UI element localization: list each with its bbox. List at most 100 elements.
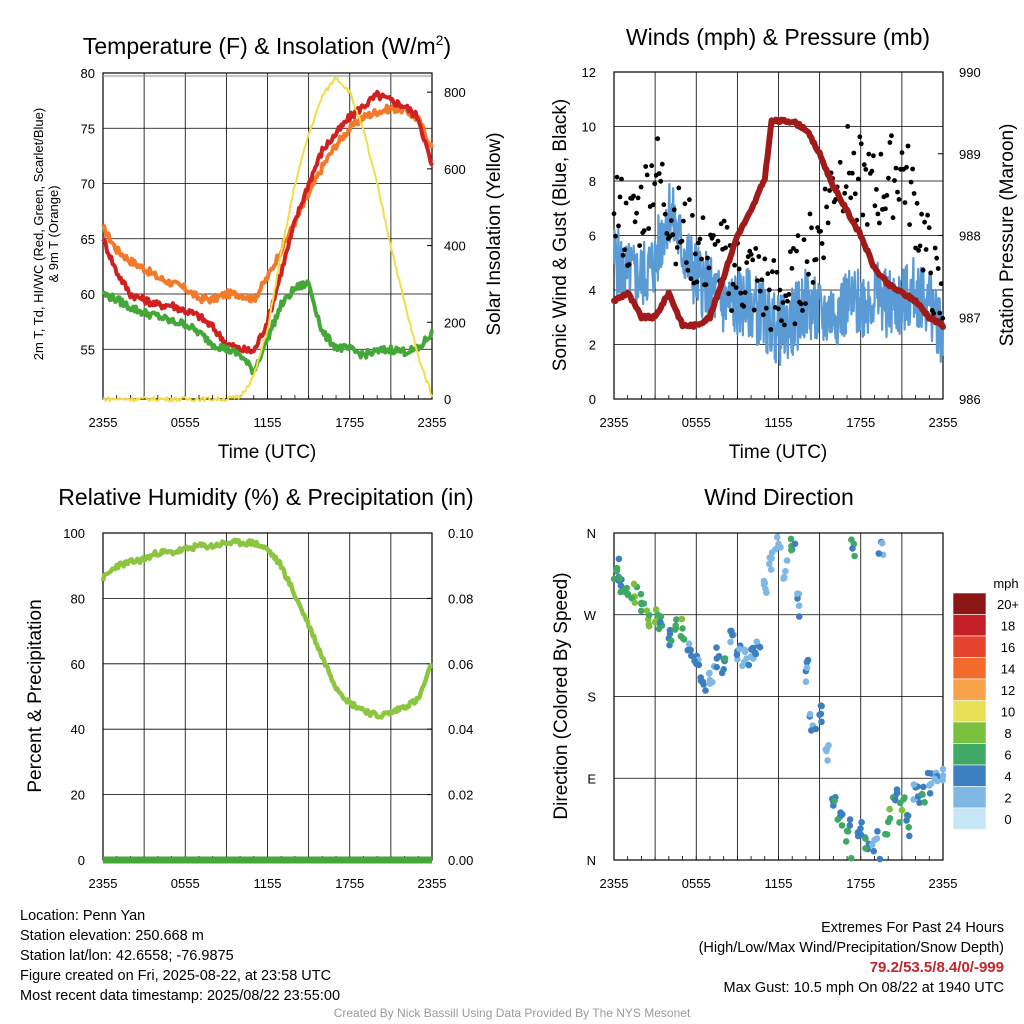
gust-point (893, 165, 899, 171)
direction-point (927, 780, 935, 787)
gust-point (641, 228, 647, 234)
gust-point (688, 276, 694, 282)
dir-xtick-label: 2355 (929, 876, 958, 891)
legend-label: 12 (1001, 683, 1015, 698)
gust-point (860, 212, 866, 218)
direction-point (926, 790, 934, 797)
direction-point (794, 590, 801, 597)
gust-point (917, 243, 923, 249)
wind-xtick-label: 1155 (765, 415, 793, 430)
direction-point (916, 799, 923, 806)
wind-xtick-label: 2355 (600, 415, 629, 430)
gust-point (705, 255, 710, 261)
extremes-values: 79.2/53.5/8.4/0/-999 (869, 959, 1004, 976)
gust-point (857, 134, 863, 140)
gust-point (795, 233, 801, 239)
insolation-series (102, 76, 433, 403)
gust-point (715, 238, 721, 244)
temp-y2tick-label: 800 (444, 85, 466, 100)
temp-y2tick-label: 600 (444, 162, 466, 177)
direction-point (812, 725, 820, 733)
direction-title: Wind Direction (704, 484, 854, 510)
gust-point (687, 197, 692, 203)
legend-label: 10 (1001, 705, 1015, 720)
wind-xlabel: Time (UTC) (729, 442, 828, 463)
temp-9m-series (101, 103, 434, 305)
gust-point (694, 279, 700, 285)
extremes-title: Extremes For Past 24 Hours (821, 920, 1004, 936)
wind-ylabel-right: Station Pressure (Maroon) (997, 124, 1018, 347)
gust-point (908, 179, 914, 185)
direction-point (679, 625, 686, 632)
gust-point (878, 151, 884, 157)
gust-point (724, 224, 730, 230)
gust-point (656, 171, 662, 176)
gust-point (819, 241, 825, 246)
temperature-xlabel: Time (UTC) (218, 442, 317, 463)
direction-point (713, 663, 720, 671)
direction-point (873, 835, 881, 842)
gust-point (703, 282, 709, 288)
gust-point (780, 300, 786, 305)
gust-point (782, 322, 787, 328)
wind-xtick-label: 2355 (929, 415, 958, 430)
gust-point (788, 249, 793, 255)
gust-point (920, 267, 926, 273)
gust-point (736, 266, 742, 272)
legend-label: 0 (1004, 812, 1011, 827)
legend-swatch (952, 786, 987, 809)
gust-point (935, 266, 941, 271)
gust-point (804, 259, 810, 265)
direction-point (875, 550, 883, 557)
direction-point (846, 822, 854, 829)
gust-point (887, 140, 893, 145)
direction-point (739, 662, 746, 670)
gust-point (662, 211, 668, 217)
rh-xtick-label: 1155 (254, 876, 282, 891)
direction-point (874, 828, 881, 835)
direction-point (892, 796, 899, 804)
direction-point (788, 546, 795, 554)
gust-point (803, 301, 808, 306)
gust-point (753, 246, 759, 251)
gust-point (676, 185, 682, 191)
direction-point (896, 819, 903, 826)
gust-point (934, 255, 940, 261)
gust-point (623, 200, 629, 206)
gust-point (690, 213, 695, 218)
gust-point (738, 290, 744, 296)
temp-xtick-label: 1155 (254, 415, 282, 430)
gust-point (693, 251, 698, 257)
rh-xtick-label: 2355 (89, 876, 118, 891)
gust-point (866, 151, 872, 157)
gust-point (843, 184, 849, 190)
legend-swatch (952, 743, 987, 766)
gust-point (638, 184, 644, 190)
location-text: Location: Penn Yan (20, 908, 146, 924)
direction-point (931, 775, 939, 783)
rh-ytick-label: 0 (78, 853, 85, 868)
wind-ytick-label: 8 (589, 174, 596, 189)
legend-label: 18 (1001, 619, 1015, 634)
gust-point (821, 255, 826, 261)
direction-point (638, 599, 645, 607)
gust-point (700, 215, 706, 221)
gust-point (643, 164, 649, 169)
gust-point (614, 174, 620, 180)
gust-point (711, 233, 716, 238)
gust-point (671, 207, 677, 213)
gust-point (777, 287, 783, 293)
temperature-ylabel-2: & 9m T (Orange) (46, 185, 61, 282)
rh-y2tick-label: 0.10 (448, 526, 473, 541)
direction-point (787, 535, 795, 543)
gust-point (757, 288, 763, 294)
gust-point (635, 195, 641, 201)
gust-point (776, 306, 781, 312)
direction-panel: Wind Direction Direction (Colored By Spe… (551, 484, 1019, 891)
gust-point (658, 178, 664, 184)
wind-xtick-label: 1755 (846, 415, 875, 430)
gust-point (938, 281, 944, 287)
gust-point (706, 265, 712, 271)
legend-label: 6 (1004, 748, 1011, 763)
